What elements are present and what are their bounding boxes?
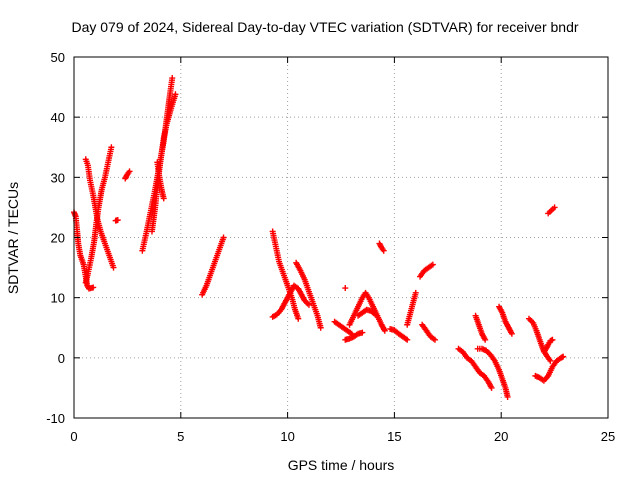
data-point <box>220 234 227 241</box>
grid <box>74 57 608 418</box>
data-point <box>372 311 379 318</box>
data-point <box>90 284 97 291</box>
data-point <box>429 261 436 268</box>
data-point <box>404 336 411 343</box>
data-series-segment <box>199 234 227 298</box>
data-point <box>431 336 438 343</box>
data-point <box>482 336 489 343</box>
data-series-segment <box>269 228 302 322</box>
data-point <box>110 264 117 271</box>
data-series-segment <box>122 168 133 182</box>
data-point <box>317 324 324 331</box>
x-tick-label: 10 <box>280 429 294 444</box>
x-tick-label: 25 <box>601 429 615 444</box>
data-series-segment <box>376 240 387 254</box>
data-series-segment <box>342 285 349 292</box>
data-point <box>412 289 419 296</box>
data-point <box>560 353 567 360</box>
x-tick-label: 5 <box>177 429 184 444</box>
data-point <box>549 336 556 343</box>
data-point <box>295 315 302 322</box>
data-series-segment <box>342 329 366 343</box>
x-axis-label: GPS time / hours <box>288 457 395 473</box>
data-series-segment <box>419 321 438 343</box>
data-series-segment <box>148 91 179 235</box>
data-series-segment <box>82 144 115 286</box>
data-series-segment <box>417 261 436 280</box>
x-tick-label: 20 <box>494 429 508 444</box>
data-series-segment <box>455 345 495 391</box>
chart-title: Day 079 of 2024, Sidereal Day-to-day VTE… <box>71 19 578 35</box>
data-point <box>169 75 176 82</box>
data-point <box>305 301 312 308</box>
data-point <box>381 327 388 334</box>
data-point <box>342 285 349 292</box>
data-series-segment <box>269 282 312 320</box>
x-tick-label: 0 <box>70 429 77 444</box>
data-point <box>488 384 495 391</box>
x-tick-label: 15 <box>387 429 401 444</box>
data-point <box>114 217 121 224</box>
data-series-segment <box>331 318 355 337</box>
data-point <box>551 204 558 211</box>
y-tick-label: 30 <box>51 170 65 185</box>
y-tick-label: 50 <box>51 50 65 65</box>
data-series-segment <box>355 306 379 319</box>
data-series-segment <box>545 204 558 217</box>
data-series-segment <box>532 353 567 384</box>
axis-ticks: 0 5 10 15 20 25 -10 0 10 20 30 40 50 <box>46 50 615 444</box>
data-point <box>508 330 515 337</box>
y-tick-label: -10 <box>46 411 65 426</box>
data-point <box>108 144 115 151</box>
data-point <box>160 195 167 202</box>
data-series-segment <box>293 259 324 331</box>
y-tick-label: 20 <box>51 231 65 246</box>
y-axis-label: SDTVAR / TECUs <box>5 182 21 294</box>
data-series-segment <box>496 303 515 337</box>
data-point <box>359 329 366 336</box>
y-tick-label: 0 <box>58 351 65 366</box>
data-point <box>126 168 133 175</box>
data-point <box>172 91 179 98</box>
data-series-segment <box>474 345 511 400</box>
data-series-segment <box>71 209 97 292</box>
y-tick-label: 40 <box>51 110 65 125</box>
y-tick-label: 10 <box>51 291 65 306</box>
data-series-segment <box>112 217 121 224</box>
data-series-segment <box>404 289 419 328</box>
data-series-segment <box>154 159 167 202</box>
data-point <box>547 357 554 364</box>
data-series-segment <box>472 312 489 343</box>
data-point <box>380 247 387 254</box>
data-series-segment <box>540 336 556 355</box>
data-point <box>348 330 355 337</box>
data-points <box>71 75 567 400</box>
data-point <box>504 393 511 400</box>
data-series-segment <box>387 325 411 343</box>
